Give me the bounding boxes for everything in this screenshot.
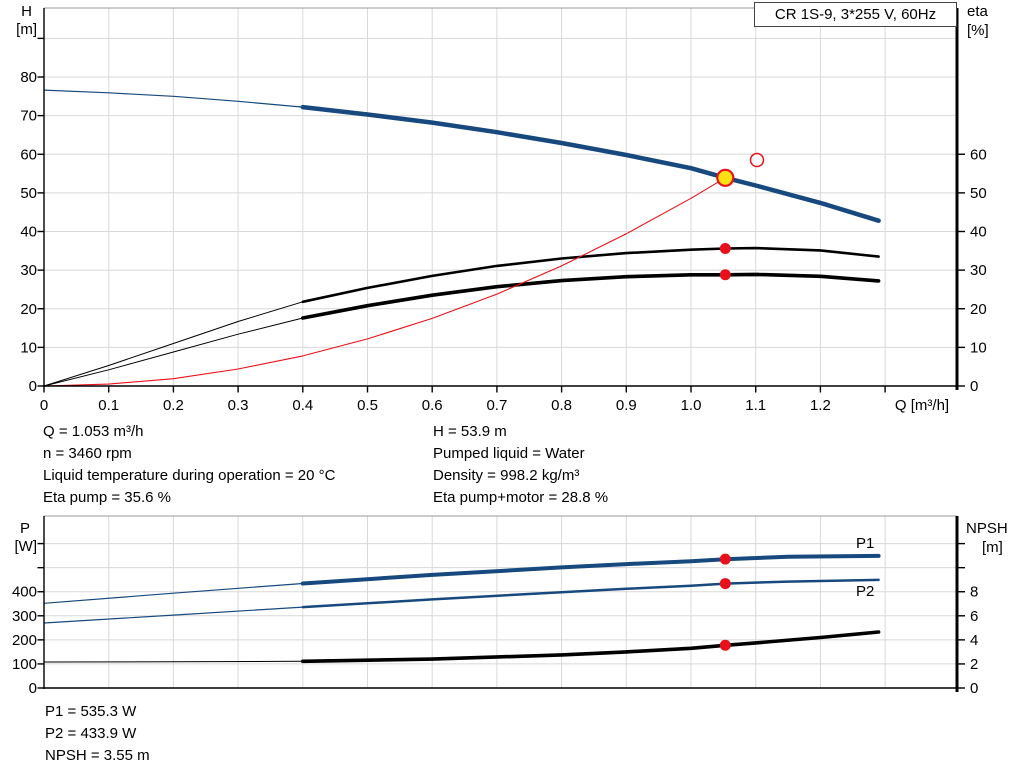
eta-axis-unit: [%] <box>967 22 989 39</box>
flow-value: Q = 1.053 m³/h <box>43 423 144 440</box>
right-tick-label: 0 <box>970 680 978 697</box>
left-tick-label: 300 <box>12 608 37 625</box>
x-tick-label: 0.8 <box>551 397 572 414</box>
right-tick-label: 60 <box>970 146 987 163</box>
right-tick-label: 4 <box>970 632 978 649</box>
npsh-curve[interactable] <box>300 630 881 664</box>
eta-pump-value: Eta pump = 35.6 % <box>43 489 171 506</box>
series-label-p2: P2 <box>856 583 874 600</box>
head-value: H = 53.9 m <box>433 423 507 440</box>
eta-pump-motor-curve[interactable] <box>43 317 304 387</box>
left-tick-label: 0 <box>29 680 37 697</box>
power-npsh-chart: 0 100 200 300 400 0 2 4 6 8 P1 P2 <box>12 515 978 697</box>
x-tick-label: 1.0 <box>681 397 702 414</box>
x-tick-label: 0 <box>40 397 48 414</box>
right-tick-label: 40 <box>970 224 987 241</box>
eta-pump-motor-curve[interactable] <box>300 272 881 320</box>
pump-title-box: CR 1S-9, 3*255 V, 60Hz <box>754 2 957 27</box>
right-tick-label: 10 <box>970 339 987 356</box>
eta-pump-curve[interactable] <box>301 246 880 304</box>
eta-axis-title: eta <box>967 3 989 20</box>
p2-value: P2 = 433.9 W <box>45 725 137 742</box>
x-tick-label: 1.2 <box>810 397 831 414</box>
right-tick-label: 2 <box>970 656 978 673</box>
right-tick-label: 8 <box>970 584 978 601</box>
head-curve[interactable] <box>43 89 304 108</box>
right-tick-label: 6 <box>970 608 978 625</box>
npsh-axis-unit: [m] <box>982 539 1003 556</box>
liquid-temperature-value: Liquid temperature during operation = 20… <box>43 467 336 484</box>
left-tick-label: 60 <box>20 146 37 163</box>
right-tick-label: 0 <box>970 378 978 395</box>
x-tick-label: 0.9 <box>616 397 637 414</box>
duty-point[interactable] <box>716 168 735 187</box>
p1-point[interactable] <box>719 553 731 565</box>
p2-point[interactable] <box>719 578 731 590</box>
operating-data-col1: Q = 1.053 m³/h n = 3460 rpm Liquid tempe… <box>43 421 335 509</box>
head-curve[interactable] <box>300 104 881 223</box>
right-tick-label: 50 <box>970 185 987 202</box>
p1-curve[interactable] <box>43 582 304 604</box>
right-tick-label: 30 <box>970 262 987 279</box>
eta-pump-motor-point[interactable] <box>719 269 731 281</box>
eta-pump-curve[interactable] <box>43 301 304 387</box>
x-tick-label: 0.2 <box>163 397 184 414</box>
npsh-axis-title: NPSH <box>966 520 1008 537</box>
x-tick-label: 0.7 <box>486 397 507 414</box>
left-tick-label: 400 <box>12 584 37 601</box>
left-tick-label: 50 <box>20 185 37 202</box>
power-axis-title: P <box>20 520 30 537</box>
head-axis-title: H <box>21 3 32 20</box>
x-tick-label: 0.5 <box>357 397 378 414</box>
x-tick-label: 1.1 <box>745 397 766 414</box>
left-tick-label: 0 <box>29 378 37 395</box>
x-tick-label: 0.1 <box>98 397 119 414</box>
eta-pump-motor-value: Eta pump+motor = 28.8 % <box>433 489 609 506</box>
p2-curve[interactable] <box>43 606 304 624</box>
flow-axis-title: Q [m³/h] <box>895 397 949 414</box>
density-value: Density = 998.2 kg/m³ <box>433 467 580 484</box>
p2-curve[interactable] <box>301 578 880 609</box>
speed-value: n = 3460 rpm <box>43 445 132 462</box>
left-tick-label: 10 <box>20 339 37 356</box>
left-tick-label: 20 <box>20 301 37 318</box>
p1-value: P1 = 535.3 W <box>45 703 137 720</box>
x-tick-label: 0.6 <box>422 397 443 414</box>
requested-duty-point[interactable] <box>749 152 765 168</box>
left-tick-label: 40 <box>20 224 37 241</box>
operating-data-col2: H = 53.9 m Pumped liquid = Water Density… <box>433 421 608 509</box>
pump-title: CR 1S-9, 3*255 V, 60Hz <box>774 6 937 23</box>
head-axis-unit: [m] <box>16 21 37 38</box>
left-tick-label: 70 <box>20 108 37 125</box>
right-tick-label: 20 <box>970 301 987 318</box>
system-curve[interactable] <box>43 177 726 387</box>
x-tick-label: 0.4 <box>292 397 313 414</box>
left-tick-label: 80 <box>20 69 37 86</box>
power-axis-unit: [W] <box>15 538 38 555</box>
power-npsh-data: P1 = 535.3 W P2 = 433.9 W NPSH = 3.55 m <box>45 701 150 767</box>
left-tick-label: 200 <box>12 632 37 649</box>
eta-pump-point[interactable] <box>719 242 731 254</box>
series-label-p1: P1 <box>856 535 874 552</box>
npsh-point[interactable] <box>719 639 731 651</box>
left-tick-label: 30 <box>20 262 37 279</box>
npsh-value: NPSH = 3.55 m <box>45 747 150 764</box>
npsh-curve[interactable] <box>43 660 304 663</box>
x-tick-label: 0.3 <box>228 397 249 414</box>
head-eta-chart: 0 10 20 30 40 50 60 70 80 0 10 20 30 40 50 60 0 0.1 0.2 0.3… <box>20 7 987 414</box>
left-tick-label: 100 <box>12 656 37 673</box>
pumped-liquid-value: Pumped liquid = Water <box>433 445 585 462</box>
p1-curve[interactable] <box>300 553 881 586</box>
